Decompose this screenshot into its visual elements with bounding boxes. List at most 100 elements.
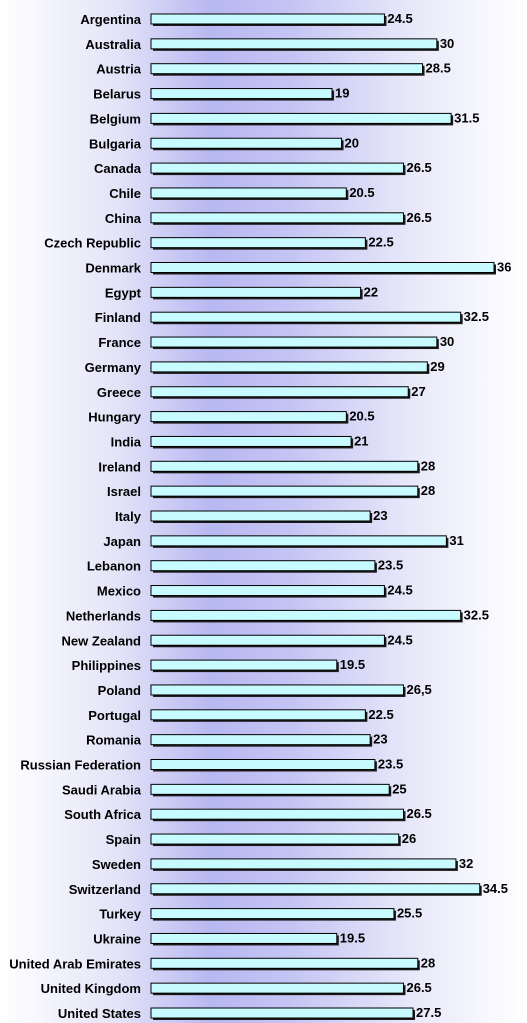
value-label: 28.5 bbox=[426, 61, 451, 76]
category-label: Hungary bbox=[88, 410, 142, 425]
value-label: 28 bbox=[421, 483, 435, 498]
category-label: Lebanon bbox=[87, 559, 141, 574]
category-label: Belarus bbox=[93, 87, 141, 102]
category-label: Saudi Arabia bbox=[62, 782, 142, 797]
category-label: France bbox=[98, 335, 141, 350]
category-label: Greece bbox=[97, 385, 141, 400]
value-label: 28 bbox=[421, 955, 435, 970]
bar bbox=[150, 435, 352, 447]
value-label: 26.5 bbox=[406, 806, 431, 821]
bar bbox=[150, 262, 495, 273]
bar bbox=[150, 63, 424, 75]
category-label: Argentina bbox=[80, 12, 141, 27]
value-label: 25.5 bbox=[397, 906, 422, 921]
value-label: 23 bbox=[373, 732, 387, 747]
bar bbox=[150, 858, 457, 870]
category-label: Switzerland bbox=[69, 882, 141, 897]
bar bbox=[150, 833, 400, 845]
bar bbox=[150, 311, 462, 323]
value-label: 20 bbox=[345, 135, 359, 150]
value-label: 29 bbox=[430, 359, 444, 374]
bar bbox=[150, 187, 347, 199]
value-label: 22 bbox=[364, 284, 378, 299]
value-label: 30 bbox=[440, 334, 454, 349]
bar bbox=[150, 286, 362, 298]
value-label: 24.5 bbox=[387, 583, 412, 598]
value-label: 19 bbox=[335, 86, 349, 101]
category-label: Italy bbox=[115, 509, 142, 524]
bar bbox=[150, 535, 447, 547]
value-label: 20.5 bbox=[349, 185, 374, 200]
value-label: 30 bbox=[440, 36, 454, 51]
category-label: Canada bbox=[94, 161, 142, 176]
value-label: 27 bbox=[411, 384, 425, 399]
bar bbox=[150, 336, 438, 348]
bar bbox=[150, 361, 428, 373]
bar bbox=[150, 485, 419, 497]
bar bbox=[150, 932, 338, 944]
bar bbox=[150, 38, 438, 50]
value-label: 26,5 bbox=[406, 682, 431, 697]
category-label: New Zealand bbox=[62, 633, 142, 648]
value-label: 19.5 bbox=[340, 930, 365, 945]
value-label: 23 bbox=[373, 508, 387, 523]
category-label: Chile bbox=[109, 186, 141, 201]
category-label: Portugal bbox=[88, 708, 141, 723]
category-label: South Africa bbox=[64, 807, 142, 822]
value-label: 28 bbox=[421, 458, 435, 473]
bar bbox=[150, 510, 371, 522]
category-label: Poland bbox=[98, 683, 141, 698]
category-label: Belgium bbox=[90, 111, 141, 126]
category-label: United States bbox=[58, 1006, 141, 1021]
category-label: Austria bbox=[96, 62, 142, 77]
value-label: 31 bbox=[449, 533, 463, 548]
category-label: Ireland bbox=[98, 459, 141, 474]
category-label: Germany bbox=[85, 360, 142, 375]
value-label: 21 bbox=[354, 433, 368, 448]
category-label: Sweden bbox=[92, 857, 141, 872]
bars-layer: Argentina 24.5 Australia 30 Austria 28.5 Belar… bbox=[9, 11, 511, 1021]
value-label: 25 bbox=[392, 781, 406, 796]
value-label: 32.5 bbox=[464, 607, 489, 622]
value-label: 34.5 bbox=[483, 881, 508, 896]
category-label: Russian Federation bbox=[20, 758, 141, 773]
category-label: China bbox=[105, 211, 142, 226]
category-label: Egypt bbox=[105, 285, 142, 300]
value-label: 26.5 bbox=[406, 980, 431, 995]
category-label: Denmark bbox=[85, 261, 141, 276]
bar bbox=[150, 783, 390, 795]
bar bbox=[150, 659, 338, 671]
bar bbox=[150, 460, 419, 472]
bar bbox=[150, 1007, 414, 1019]
value-label: 19.5 bbox=[340, 657, 365, 672]
bar bbox=[150, 560, 376, 572]
bar bbox=[150, 112, 452, 124]
value-label: 32 bbox=[459, 856, 473, 871]
bar bbox=[150, 386, 409, 398]
value-label: 26.5 bbox=[406, 160, 431, 175]
value-label: 22.5 bbox=[368, 235, 393, 250]
category-label: Spain bbox=[106, 832, 141, 847]
category-label: Ukraine bbox=[93, 931, 141, 946]
category-label: Finland bbox=[95, 310, 141, 325]
bar bbox=[150, 585, 385, 597]
bar bbox=[150, 88, 333, 100]
value-label: 22.5 bbox=[368, 707, 393, 722]
category-label: United Kingdom bbox=[41, 981, 141, 996]
category-label: Philippines bbox=[72, 658, 141, 673]
value-label: 24.5 bbox=[387, 11, 412, 26]
bar bbox=[150, 162, 404, 174]
bar bbox=[150, 411, 347, 423]
bar bbox=[150, 709, 366, 721]
bar bbox=[150, 684, 404, 696]
category-label: Japan bbox=[103, 534, 141, 549]
bar bbox=[150, 957, 419, 969]
bar bbox=[150, 634, 385, 646]
value-label: 36 bbox=[497, 260, 511, 275]
category-label: Romania bbox=[86, 733, 142, 748]
bar bbox=[150, 734, 371, 746]
category-label: Bulgaria bbox=[89, 136, 142, 151]
bar bbox=[150, 137, 343, 149]
value-label: 32.5 bbox=[464, 309, 489, 324]
